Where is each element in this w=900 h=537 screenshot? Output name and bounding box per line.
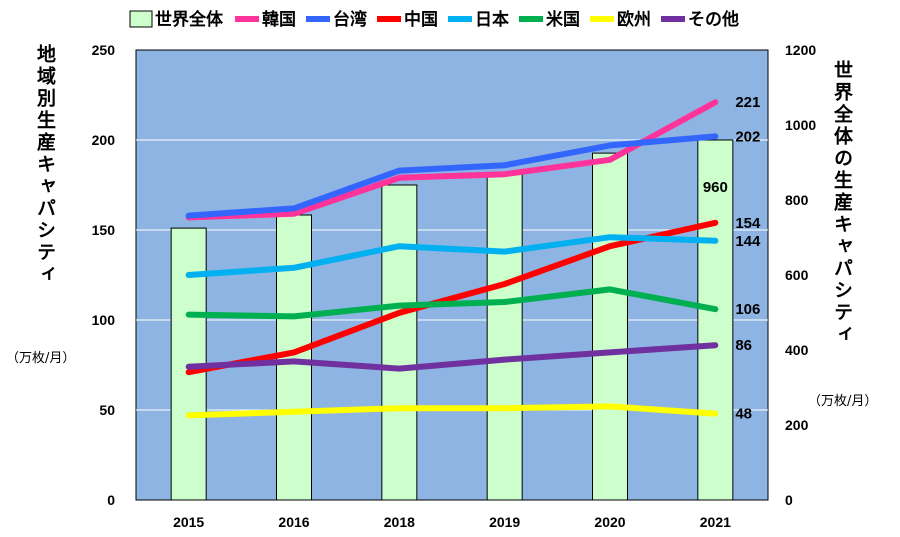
right-axis-title: 世界全体の生産キャパシティ [831, 60, 853, 346]
right-tick-label: 1000 [785, 117, 816, 133]
series-line-日本 [185, 234, 719, 278]
legend-item-韓国: 韓国 [235, 9, 296, 30]
series-line-台湾 [185, 133, 719, 219]
legend-label: 日本 [475, 9, 509, 30]
legend-item-日本: 日本 [448, 9, 509, 30]
bar-2020 [592, 152, 628, 501]
left-tick-label: 100 [92, 312, 116, 328]
legend-label: 韓国 [262, 9, 296, 30]
x-tick-label: 2019 [489, 514, 520, 530]
x-tick-label: 2018 [384, 514, 415, 530]
right-tick-label: 0 [785, 492, 793, 508]
legend-label: 米国 [546, 9, 580, 30]
legend-item-その他: その他 [661, 9, 739, 30]
left-tick-label: 250 [92, 42, 116, 58]
data-label-欧州: 48 [735, 406, 752, 423]
right-tick-label: 600 [785, 267, 809, 283]
left-tick-label: 50 [99, 402, 115, 418]
bar-2018 [381, 184, 418, 501]
x-tick-label: 2021 [700, 514, 731, 530]
legend-label: 中国 [404, 9, 438, 30]
legend-item-世界全体: 世界全体 [129, 9, 224, 30]
plot-area [135, 49, 769, 501]
data-label-韓国: 221 [735, 94, 760, 111]
legend-item-欧州: 欧州 [590, 9, 651, 30]
right-tick-label: 400 [785, 342, 809, 358]
series-line-中国 [185, 219, 719, 376]
data-label-米国: 106 [735, 301, 760, 318]
series-line-欧州 [185, 403, 719, 419]
x-tick-label: 2020 [594, 514, 625, 530]
legend-item-台湾: 台湾 [306, 9, 367, 30]
data-label-日本: 144 [735, 233, 761, 250]
bar-data-label: 960 [703, 179, 728, 196]
right-tick-label: 800 [785, 192, 809, 208]
right-tick-label: 1200 [785, 42, 816, 58]
x-tick-label: 2016 [278, 514, 309, 530]
series-line-その他 [185, 342, 719, 372]
left-tick-label: 0 [107, 492, 115, 508]
right-tick-label: 200 [785, 417, 809, 433]
left-tick-label: 150 [92, 222, 116, 238]
legend-swatch [129, 10, 153, 28]
bar-2019 [486, 173, 523, 501]
data-label-中国: 154 [735, 215, 761, 232]
left-axis-unit: （万枚/月） [6, 351, 76, 366]
data-label-台湾: 202 [735, 128, 760, 145]
legend-label: 世界全体 [155, 9, 224, 30]
right-axis-unit: （万枚/月） [808, 394, 878, 409]
data-label-その他: 86 [735, 337, 752, 354]
legend-label: 欧州 [617, 9, 651, 30]
x-tick-label: 2015 [173, 514, 204, 530]
legend-item-米国: 米国 [519, 9, 580, 30]
legend-label: その他 [688, 9, 739, 30]
left-tick-label: 200 [92, 132, 116, 148]
legend-label: 台湾 [333, 9, 367, 30]
left-axis-title: 地域別生産キャパシティ [34, 44, 56, 286]
legend-item-中国: 中国 [377, 9, 438, 30]
series-line-韓国 [185, 99, 719, 221]
series-line-米国 [185, 286, 719, 320]
bar-2021 [697, 139, 734, 501]
